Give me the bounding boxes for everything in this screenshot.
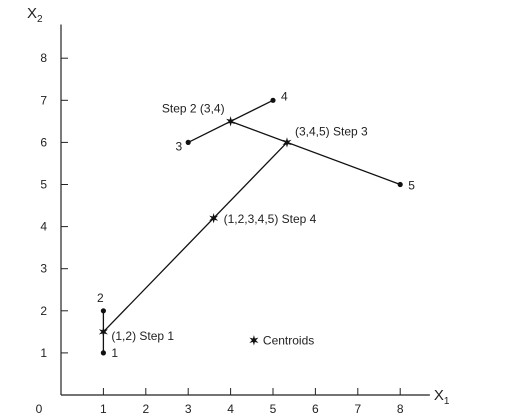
point-label-4: 4 — [281, 89, 288, 103]
y-axis-title-subscript: 2 — [37, 14, 43, 25]
y-tick-label-6: 6 — [40, 135, 47, 149]
point-5 — [397, 181, 403, 188]
point-2 — [100, 308, 106, 314]
y-tick-label-8: 8 — [40, 51, 47, 65]
centroid-label-c345: (3,4,5) Step 3 — [295, 124, 368, 138]
origin-label: 0 — [36, 402, 43, 416]
point-label-2: 2 — [97, 291, 104, 305]
x-tick-label-3: 3 — [185, 402, 192, 416]
x-tick-label-2: 2 — [142, 402, 149, 416]
point-label-3: 3 — [176, 139, 183, 153]
point-labels: 1 2 3 4 5 (1,2) Step 1 Step 2 (3,4) (3,4,5) Ste… — [97, 89, 415, 360]
y-tick-label-5: 5 — [40, 178, 47, 192]
x-tick-label-5: 5 — [270, 402, 277, 416]
x-tick-label-7: 7 — [354, 402, 361, 416]
centroid-label-c34: Step 2 (3,4) — [162, 101, 225, 115]
centroid-c345 — [282, 137, 292, 148]
legend: Centroids — [249, 333, 314, 347]
x-tick-label-6: 6 — [312, 402, 319, 416]
centroid-label-c12345: (1,2,3,4,5) Step 4 — [224, 212, 317, 226]
y-tick-label-2: 2 — [40, 304, 47, 318]
axes: 1 2 3 4 5 6 7 8 1 2 3 4 5 6 7 8 0 X1 X2 — [27, 5, 450, 416]
x-axis-title-subscript: 1 — [444, 396, 450, 407]
centroid-c12345 — [209, 212, 219, 224]
point-3 — [185, 139, 191, 145]
link-c12-c345 — [102, 141, 288, 333]
y-tick-label-1: 1 — [40, 346, 47, 360]
point-label-1: 1 — [111, 346, 118, 360]
legend-label: Centroids — [263, 333, 314, 347]
x-tick-label-8: 8 — [397, 402, 404, 416]
x-tick-label-4: 4 — [227, 402, 234, 416]
centroid-c34 — [226, 116, 236, 127]
y-tick-label-3: 3 — [40, 262, 47, 276]
x-tick-label-1: 1 — [100, 402, 107, 416]
centroid-c12 — [98, 326, 108, 338]
point-4 — [270, 97, 276, 103]
link-c34-5 — [230, 120, 401, 186]
data-points — [100, 97, 403, 356]
legend-centroid-symbol — [249, 335, 259, 346]
centroid-markers — [98, 116, 292, 338]
y-axis-title: X2 — [27, 5, 43, 25]
centroid-label-c12: (1,2) Step 1 — [111, 329, 174, 343]
point-1 — [100, 350, 106, 356]
y-tick-label-7: 7 — [40, 93, 47, 107]
y-tick-label-4: 4 — [40, 220, 47, 234]
x-axis-title: X1 — [434, 387, 450, 407]
point-label-5: 5 — [408, 179, 415, 193]
